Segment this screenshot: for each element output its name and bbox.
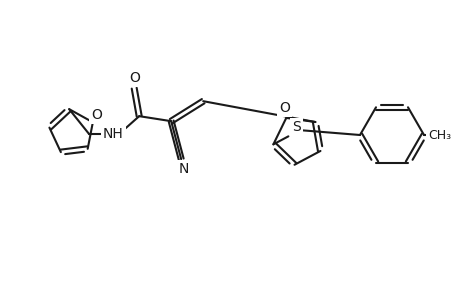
- Text: N: N: [179, 162, 189, 176]
- Text: S: S: [291, 120, 300, 134]
- Text: O: O: [91, 108, 102, 122]
- Text: NH: NH: [103, 127, 123, 141]
- Text: O: O: [278, 101, 289, 115]
- Text: O: O: [129, 71, 140, 85]
- Text: CH₃: CH₃: [427, 128, 451, 142]
